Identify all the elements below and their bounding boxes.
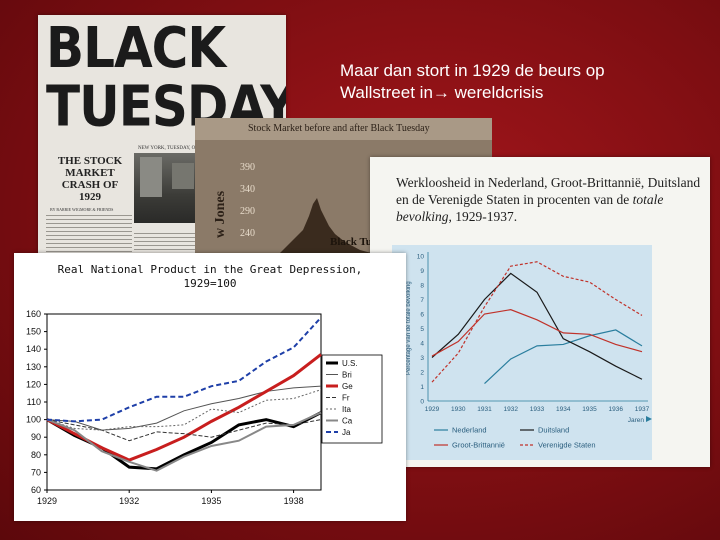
unemployment-title: Werkloosheid in Nederland, Groot-Brittan… bbox=[396, 174, 706, 225]
unemp-legend-label: Nederland bbox=[452, 426, 487, 435]
unemp-x-tick-label: 1936 bbox=[609, 406, 624, 413]
gnp-x-tick-label: 1935 bbox=[201, 496, 221, 506]
slide-title-line-1: Maar dan stort in 1929 de beurs op bbox=[340, 61, 605, 80]
newspaper-crash-title: THE STOCK MARKET CRASH OF 1929 bbox=[57, 155, 123, 203]
gnp-title-line-1: Real National Product in the Great Depre… bbox=[57, 263, 363, 276]
unemp-y-tick-label: 6 bbox=[420, 312, 424, 319]
unemp-x-tick-label: 1933 bbox=[530, 406, 545, 413]
gnp-series-line-fr bbox=[46, 419, 322, 442]
unemp-y-tick-label: 0 bbox=[420, 399, 424, 406]
gnp-y-tick-label: 110 bbox=[27, 397, 41, 407]
newspaper-byline: BY BARRIE WIGMORE & FRIENDS bbox=[50, 207, 114, 212]
slide-title-line-2: Wallstreet in→ wereldcrisis bbox=[340, 83, 544, 102]
gnp-plot-frame bbox=[46, 313, 322, 491]
unemp-y-tick-label: 10 bbox=[417, 254, 425, 261]
gnp-figure: Real National Product in the Great Depre… bbox=[14, 253, 406, 521]
gnp-legend-box bbox=[321, 354, 383, 444]
unemp-x-tick-label: 1932 bbox=[504, 406, 519, 413]
unemp-y-tick-label: 2 bbox=[420, 370, 424, 377]
gnp-chart: 60 70 80 90 100 110 120 130 140 150 160 1929 1932 193… bbox=[26, 309, 383, 506]
unemp-legend-label: Groot-Brittannië bbox=[452, 441, 505, 450]
gnp-series-line-ja bbox=[46, 316, 322, 423]
unemp-x-tick-label: 1934 bbox=[556, 406, 571, 413]
newspaper-dateline: NEW YORK, TUESDAY, OCTOBER 29, 1929 bbox=[138, 146, 234, 151]
unemp-legend-label: Verenigde Staten bbox=[538, 441, 596, 450]
gnp-x-tick-label: 1932 bbox=[119, 496, 139, 506]
unemp-series-line-grootbrittanni bbox=[431, 309, 643, 357]
unemp-y-tick-label: 3 bbox=[420, 355, 424, 362]
gnp-legend-label: Ita bbox=[342, 405, 351, 414]
stock-tick-390: 390 bbox=[240, 162, 255, 173]
newspaper-column-left bbox=[46, 215, 132, 253]
gnp-y-tick-label: 80 bbox=[31, 450, 41, 460]
gnp-y-tick-label: 140 bbox=[26, 344, 41, 354]
unemp-series-line-nederland bbox=[484, 329, 643, 385]
gnp-series-line-bri bbox=[46, 385, 322, 431]
unemployment-figure: Werkloosheid in Nederland, Groot-Brittan… bbox=[370, 157, 710, 467]
unemp-y-tick-label: 9 bbox=[420, 268, 424, 275]
gnp-legend-label: Bri bbox=[342, 371, 352, 380]
stock-area-shape bbox=[275, 198, 375, 258]
gnp-x-tick-label: 1929 bbox=[37, 496, 57, 506]
unemployment-title-part-1: Werkloosheid in Nederland, Groot-Brittan… bbox=[396, 175, 701, 207]
gnp-series-line-ita bbox=[46, 389, 322, 431]
gnp-y-tick-label: 60 bbox=[31, 485, 41, 495]
gnp-y-tick-label: 120 bbox=[26, 379, 41, 389]
unemployment-title-part-2: , 1929-1937. bbox=[448, 209, 518, 224]
unemp-ylabel: Percentage van de totale bevolking bbox=[406, 281, 412, 375]
unemp-xlabel: Jaren bbox=[628, 417, 645, 424]
unemp-y-tick-label: 8 bbox=[420, 283, 424, 290]
stock-area bbox=[275, 198, 375, 258]
unemp-series-line-duitsland bbox=[431, 272, 643, 380]
unemp-series-line-verenigdestaten bbox=[431, 261, 643, 383]
stock-tick-290: 290 bbox=[240, 206, 255, 217]
gnp-legend-label: Fr bbox=[342, 394, 350, 403]
unemp-x-tick-label: 1930 bbox=[451, 406, 466, 413]
gnp-title-line-2: 1929=100 bbox=[183, 277, 237, 290]
gnp-y-tick-label: 70 bbox=[31, 467, 41, 477]
unemp-legend-label: Duitsland bbox=[538, 426, 569, 435]
gnp-y-tick-label: 160 bbox=[26, 309, 41, 319]
unemp-y-tick-label: 4 bbox=[420, 341, 424, 348]
slide-title: Maar dan stort in 1929 de beurs op Walls… bbox=[340, 60, 700, 104]
newspaper-headline-line-1: BLACK bbox=[46, 15, 226, 81]
gnp-title: Real National Product in the Great Depre… bbox=[14, 263, 406, 291]
gnp-legend-label: U.S. bbox=[342, 359, 358, 368]
unemp-y-tick-label: 1 bbox=[420, 384, 424, 391]
stock-tick-340: 340 bbox=[240, 184, 255, 195]
stock-title-bar bbox=[195, 118, 492, 140]
gnp-series-line-ge bbox=[46, 353, 322, 462]
gnp-y-tick-label: 130 bbox=[26, 362, 41, 372]
gnp-y-tick-label: 100 bbox=[26, 415, 41, 425]
unemp-x-tick-label: 1937 bbox=[635, 406, 650, 413]
gnp-y-tick-label: 150 bbox=[26, 327, 41, 337]
gnp-x-tick-label: 1938 bbox=[284, 496, 304, 506]
gnp-legend-label: Ge bbox=[342, 382, 353, 391]
unemployment-title-italic: totale bevolking bbox=[396, 192, 664, 224]
stock-tick-240: 240 bbox=[240, 228, 255, 239]
stock-chart-title: Stock Market before and after Black Tues… bbox=[248, 123, 430, 134]
unemp-y-tick-label: 7 bbox=[420, 297, 424, 304]
unemp-y-tick-label: 5 bbox=[420, 326, 424, 333]
unemp-x-tick-label: 1931 bbox=[477, 406, 492, 413]
gnp-y-tick-label: 90 bbox=[31, 432, 41, 442]
unemployment-chart: 0 1 2 3 4 5 6 7 8 9 10 1929 1930 1931 1932 1933 1934 1935… bbox=[406, 252, 652, 450]
gnp-legend-label: Ja bbox=[342, 428, 351, 437]
gnp-legend-label: Ca bbox=[342, 417, 353, 426]
gnp-series-line-ca bbox=[46, 411, 322, 472]
unemp-x-tick-label: 1935 bbox=[582, 406, 597, 413]
unemp-x-arrow bbox=[646, 416, 652, 422]
unemp-x-tick-label: 1929 bbox=[425, 406, 440, 413]
